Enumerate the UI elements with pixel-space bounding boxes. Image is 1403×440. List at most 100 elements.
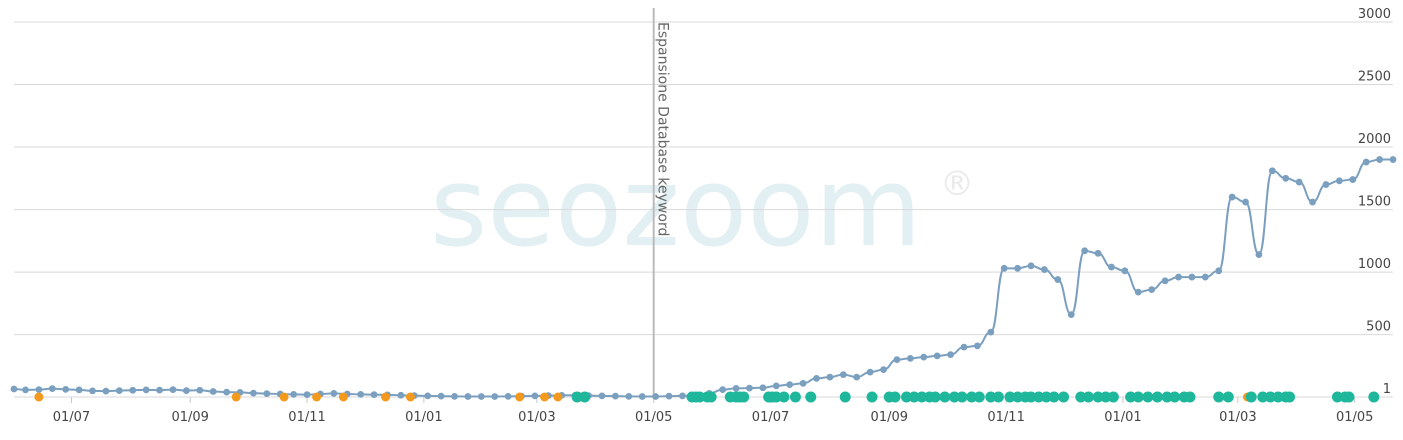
data-point (1094, 249, 1102, 257)
data-point (250, 389, 257, 397)
data-point (933, 352, 941, 360)
event-marker-green (789, 391, 801, 403)
x-tick-label: 01/11 (987, 410, 1024, 425)
event-marker-green (1092, 391, 1104, 403)
data-point (638, 393, 646, 400)
annotation-layer: Espansione Database keyword (652, 8, 671, 397)
event-marker-green (973, 391, 985, 403)
y-tick-label: 2500 (1358, 70, 1391, 85)
event-marker-green (738, 391, 750, 403)
event-marker-green (889, 391, 901, 403)
data-point (973, 342, 981, 350)
x-tick-label: 01/07 (53, 410, 90, 425)
data-point (1349, 176, 1357, 183)
event-marker-green (1245, 391, 1257, 403)
events-layer (34, 391, 1380, 403)
data-point (48, 385, 56, 393)
gridlines (14, 21, 1393, 398)
data-point (1175, 273, 1182, 281)
event-marker-green (1142, 391, 1154, 403)
data-point (1041, 266, 1048, 273)
seozoom-watermark: seozoom ® (430, 143, 974, 271)
data-point (786, 381, 794, 389)
data-point (1215, 267, 1223, 275)
data-point (679, 392, 686, 400)
event-marker-green (966, 391, 978, 403)
data-point (1282, 174, 1290, 182)
data-point (477, 393, 485, 400)
x-tick-label: 01/09 (171, 410, 208, 425)
event-marker-green (770, 391, 782, 403)
data-point (1376, 156, 1383, 163)
event-marker-orange (34, 392, 44, 402)
data-point (1054, 276, 1062, 283)
event-marker-green (694, 391, 706, 403)
data-point (598, 392, 606, 400)
data-point (303, 391, 311, 399)
data-point (1148, 286, 1156, 293)
data-point (1228, 193, 1236, 201)
data-point (906, 354, 914, 362)
data-point (75, 386, 83, 394)
data-point (1081, 247, 1089, 255)
data-point (719, 386, 727, 394)
x-tick-label: 01/01 (405, 410, 442, 425)
data-point (290, 390, 298, 398)
data-point (142, 386, 150, 394)
event-marker-green (1343, 391, 1355, 403)
data-point (799, 379, 807, 387)
data-point (826, 373, 834, 381)
data-point (1014, 264, 1022, 272)
y-tick-label: 1500 (1358, 195, 1391, 210)
data-point (330, 389, 338, 397)
event-marker-green (901, 391, 913, 403)
data-point (920, 353, 928, 361)
event-marker-green (948, 391, 960, 403)
event-marker-green (866, 391, 878, 403)
data-point (437, 392, 445, 400)
data-point (129, 386, 137, 394)
event-marker-orange (405, 392, 415, 402)
data-point (1295, 178, 1303, 186)
data-point (62, 385, 70, 393)
data-point (1027, 262, 1035, 270)
data-point (665, 392, 673, 400)
data-point (947, 351, 954, 359)
data-point (263, 390, 271, 398)
event-marker-orange (279, 392, 289, 402)
data-point (1161, 277, 1169, 285)
event-marker-green (705, 391, 717, 403)
data-point (89, 387, 96, 395)
data-point (1134, 288, 1142, 296)
event-marker-green (1058, 391, 1070, 403)
y-tick-label: 2000 (1358, 132, 1391, 147)
event-marker-green (929, 391, 941, 403)
x-tick-label: 01/07 (752, 410, 789, 425)
data-point (1362, 158, 1370, 166)
data-point (960, 343, 968, 351)
data-point (893, 356, 901, 364)
data-point (1268, 167, 1276, 175)
event-marker-green (1184, 391, 1196, 403)
event-marker-green (1222, 391, 1234, 403)
event-marker-green (985, 391, 997, 403)
data-point (22, 386, 29, 394)
series-layer (10, 156, 1397, 400)
event-marker-green (1033, 391, 1045, 403)
data-point (424, 392, 432, 400)
event-marker-green (778, 391, 790, 403)
event-marker-green (1082, 391, 1094, 403)
x-tick-label: 01/11 (288, 410, 325, 425)
event-marker-green (1075, 391, 1087, 403)
data-point (1000, 264, 1008, 272)
data-point (370, 391, 378, 399)
y-tick-label: 1 (1383, 382, 1391, 397)
data-point (732, 384, 740, 392)
data-point (987, 328, 995, 336)
event-marker-green (1012, 391, 1024, 403)
data-point (464, 393, 472, 400)
x-tick-label: 01/03 (1219, 410, 1256, 425)
watermark-text: seozoom (430, 143, 922, 271)
